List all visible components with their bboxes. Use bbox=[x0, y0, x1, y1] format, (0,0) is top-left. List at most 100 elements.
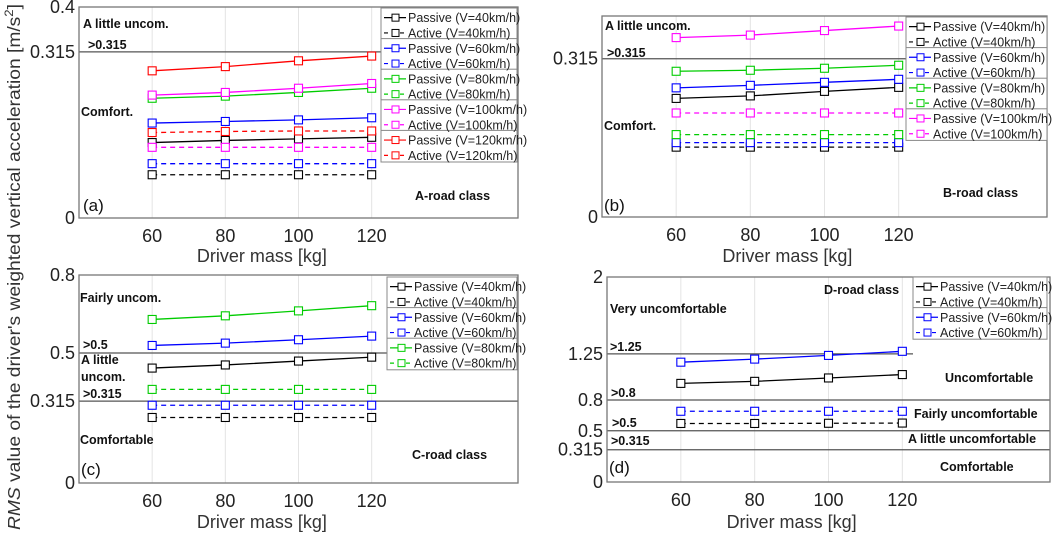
legend-marker bbox=[391, 74, 400, 83]
legend-marker bbox=[916, 22, 925, 31]
road-class-label: A-road class bbox=[415, 189, 490, 203]
x-tick-label: 100 bbox=[283, 226, 313, 246]
legend-marker bbox=[923, 328, 932, 337]
x-tick-label: 100 bbox=[813, 490, 843, 510]
data-point bbox=[220, 142, 230, 152]
series-line bbox=[680, 373, 903, 385]
legend-marker bbox=[923, 282, 932, 291]
data-point bbox=[671, 93, 681, 103]
data-point bbox=[897, 418, 907, 428]
data-point bbox=[147, 159, 157, 169]
legend-marker bbox=[391, 13, 400, 22]
legend-box bbox=[905, 108, 1048, 141]
data-point bbox=[671, 138, 681, 148]
legend-box bbox=[386, 307, 518, 340]
legend-entry: Active (V=80km/h) bbox=[414, 357, 516, 371]
legend-entry: Passive (V=60km/h) bbox=[940, 311, 1052, 325]
legend-marker bbox=[916, 83, 925, 92]
series-line bbox=[152, 55, 372, 72]
y-tick-label: 0.8 bbox=[50, 265, 75, 285]
legend-marker bbox=[391, 120, 400, 129]
data-point bbox=[293, 126, 304, 136]
data-point bbox=[676, 406, 686, 416]
comfort-annotation: Comfortable bbox=[940, 460, 1014, 474]
data-point bbox=[220, 412, 230, 423]
legend-box bbox=[905, 16, 1048, 50]
legend-marker bbox=[916, 114, 925, 123]
data-point bbox=[147, 118, 157, 128]
y-tick-label: 0.4 bbox=[50, 0, 75, 17]
comfort-annotation: A little uncom. bbox=[83, 17, 169, 31]
data-point bbox=[750, 418, 760, 429]
axes-box bbox=[78, 274, 519, 484]
y-tick-label: 1.25 bbox=[568, 344, 603, 364]
x-tick-label: 60 bbox=[142, 226, 162, 246]
data-point bbox=[220, 360, 230, 370]
x-tick-label: 120 bbox=[887, 490, 917, 510]
data-point bbox=[671, 108, 681, 118]
data-point bbox=[147, 340, 157, 351]
legend-entry: Passive (V=60km/h) bbox=[408, 42, 520, 56]
data-point bbox=[220, 126, 230, 137]
data-point bbox=[745, 30, 755, 40]
legend-entry: Active (V=100km/h) bbox=[933, 127, 1042, 141]
legend-entry: Passive (V=120km/h) bbox=[408, 134, 527, 148]
series-line bbox=[676, 78, 899, 89]
comfort-annotation: Comfort. bbox=[604, 119, 656, 133]
data-point bbox=[676, 418, 686, 429]
data-point bbox=[819, 63, 830, 73]
road-class-label: D-road class bbox=[824, 283, 899, 297]
legend-entry: Passive (V=80km/h) bbox=[408, 72, 520, 86]
legend-box bbox=[905, 77, 1048, 111]
comfort-annotation: >0.8 bbox=[611, 386, 636, 400]
axes-box bbox=[606, 276, 1051, 483]
comfort-annotation: Fairly uncomfortable bbox=[914, 407, 1038, 421]
data-point bbox=[367, 159, 377, 169]
data-point bbox=[823, 418, 834, 428]
data-point bbox=[147, 142, 157, 152]
data-point bbox=[671, 130, 681, 140]
legend-marker bbox=[923, 297, 932, 306]
data-point bbox=[819, 108, 830, 118]
comfort-annotation: >0.5 bbox=[612, 416, 637, 430]
data-point bbox=[745, 91, 755, 101]
legend-entry: Active (V=80km/h) bbox=[408, 88, 510, 102]
legend-entry: Active (V=60km/h) bbox=[933, 66, 1035, 80]
data-point bbox=[293, 115, 304, 125]
comfort-annotation: Uncomfortable bbox=[945, 371, 1033, 385]
series-line bbox=[676, 25, 899, 39]
legend-entry: Active (V=120km/h) bbox=[408, 149, 517, 163]
x-tick-label: 100 bbox=[283, 491, 313, 511]
road-class-label: B-road class bbox=[943, 186, 1018, 200]
legend-box bbox=[380, 129, 518, 163]
data-point bbox=[367, 301, 377, 311]
data-point bbox=[147, 363, 157, 373]
series-line bbox=[676, 64, 899, 72]
data-point bbox=[293, 159, 304, 169]
legend-box bbox=[912, 307, 1048, 340]
legend-marker bbox=[916, 37, 925, 46]
panel-c: 60 80 100 120 0 0.315 0.5 0.8 Passive (V=40km/h)… bbox=[30, 265, 526, 532]
legend-entry: Active (V=40km/h) bbox=[408, 26, 510, 40]
x-axis-label: Driver mass [kg] bbox=[727, 512, 857, 532]
data-point bbox=[819, 86, 830, 96]
comfort-annotation: A little bbox=[81, 353, 119, 367]
y-tick-label: 0 bbox=[65, 473, 75, 493]
data-point bbox=[220, 400, 230, 410]
legend-entry: Passive (V=40km/h) bbox=[933, 20, 1045, 34]
data-point bbox=[750, 376, 760, 386]
data-point bbox=[147, 127, 157, 138]
y-tick-label: 2 bbox=[593, 267, 603, 287]
y-tick-label: 0.315 bbox=[30, 391, 75, 411]
data-point bbox=[897, 406, 907, 416]
data-point bbox=[367, 400, 377, 410]
legend-entry: Active (V=60km/h) bbox=[408, 57, 510, 71]
data-point bbox=[671, 83, 681, 93]
data-point bbox=[367, 113, 377, 123]
data-point bbox=[819, 138, 830, 148]
series-line bbox=[680, 350, 903, 363]
y-tick-label: 0.315 bbox=[30, 42, 75, 62]
panel-label: (d) bbox=[609, 458, 630, 477]
data-point bbox=[745, 108, 755, 118]
x-tick-label: 60 bbox=[666, 225, 686, 245]
